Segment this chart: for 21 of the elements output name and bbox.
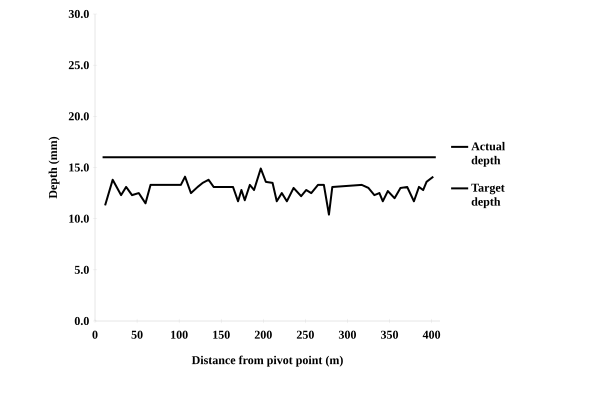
y-tick-label: 5.0 <box>74 266 89 274</box>
y-tick-label: 30.0 <box>68 10 89 18</box>
line-series <box>104 168 434 216</box>
x-tick-label: 350 <box>380 330 398 339</box>
y-tick-label: 0.0 <box>74 316 89 326</box>
y-tick-label: 25.0 <box>68 61 89 70</box>
x-tick-label: 150 <box>213 330 230 339</box>
y-axis-title: Depth (mm) <box>48 136 60 198</box>
y-tick-label: 10.0 <box>69 214 89 223</box>
x-tick-label: 400 <box>422 330 440 339</box>
x-tick-label: 100 <box>171 330 188 339</box>
legend-label: Target depth <box>471 184 505 208</box>
x-tick-label: 200 <box>254 330 272 339</box>
legend-label: Actual depth <box>471 142 505 167</box>
y-tick-label: 20.0 <box>68 112 89 120</box>
x-axis-title: Distance from pivot point (m) <box>192 356 343 367</box>
y-tick-label: 15.0 <box>69 163 89 172</box>
x-tick-label: 300 <box>338 330 356 339</box>
x-tick-label: 50 <box>132 330 143 339</box>
x-tick-label: 250 <box>296 330 314 339</box>
x-tick-label: 0 <box>92 330 98 339</box>
